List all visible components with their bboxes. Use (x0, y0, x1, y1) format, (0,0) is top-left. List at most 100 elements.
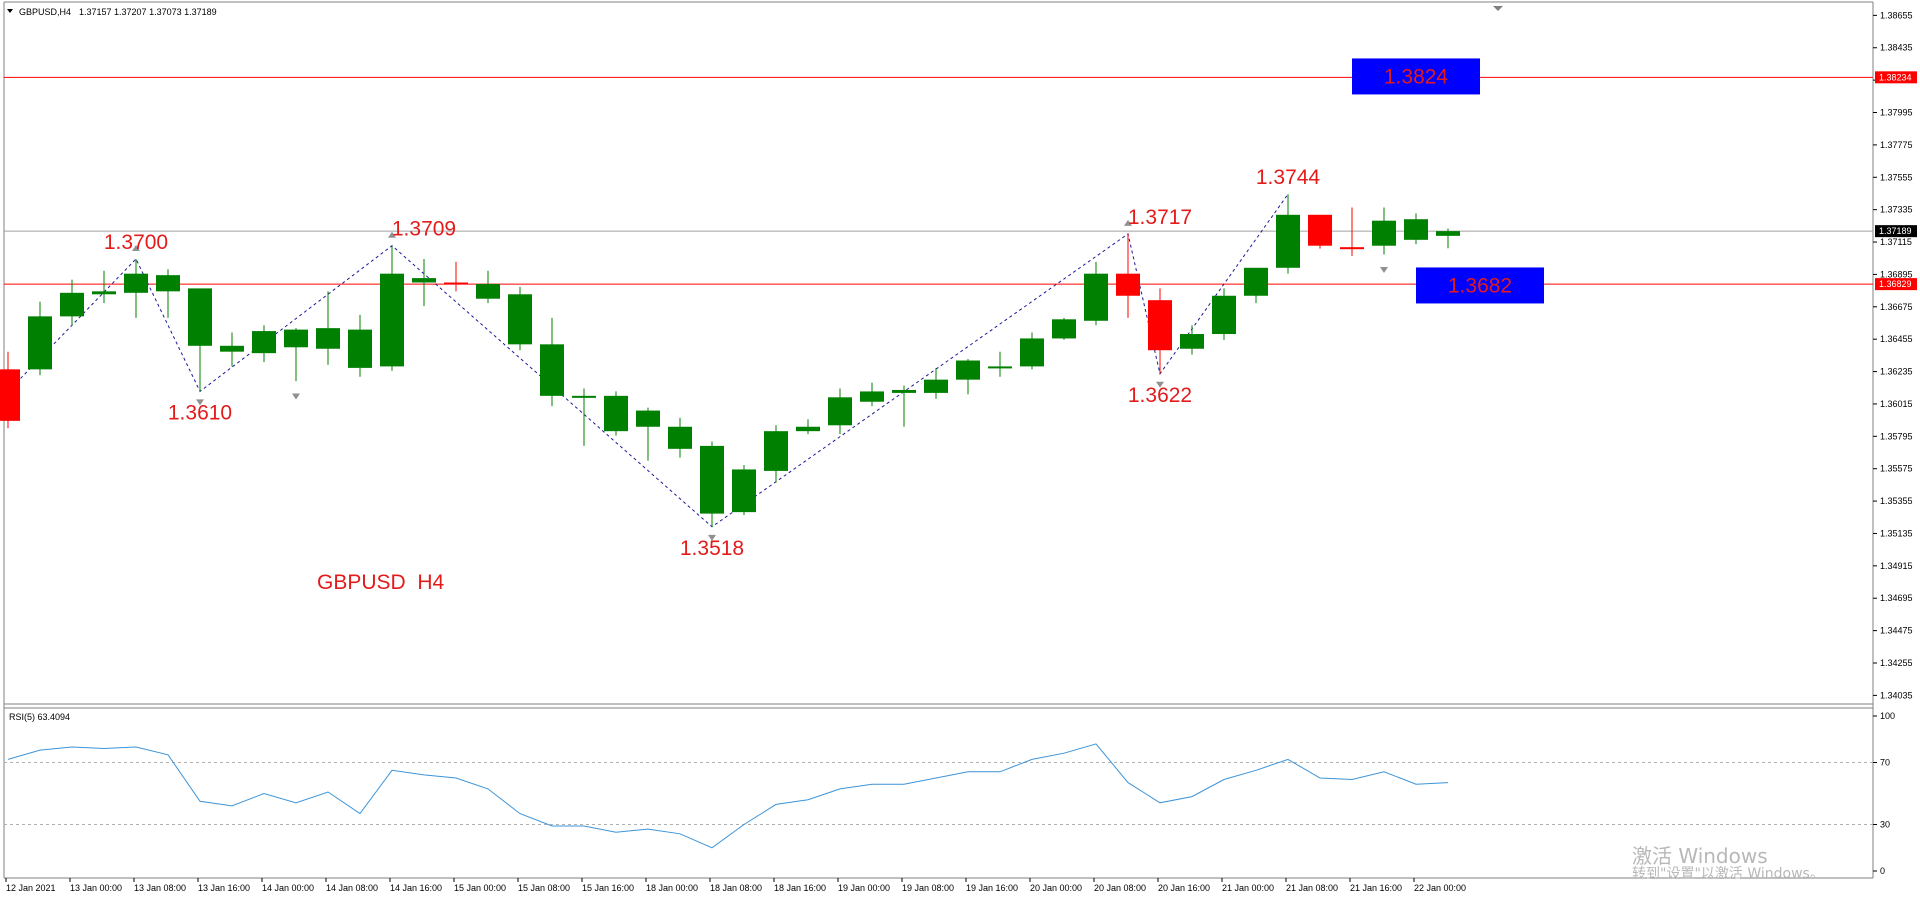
price-tick-label: 1.37115 (1880, 237, 1912, 247)
chart-watermark-label: GBPUSD H4 (317, 571, 445, 594)
candle-body (1084, 273, 1108, 321)
time-tick-label: 20 Jan 16:00 (1158, 883, 1210, 893)
price-tick-label: 1.34695 (1880, 593, 1913, 603)
arrow-down-icon (708, 534, 716, 541)
candle-body (156, 275, 180, 292)
candle-body (284, 329, 308, 348)
price-tick-label: 1.34035 (1880, 690, 1913, 700)
time-tick-label: 14 Jan 16:00 (390, 883, 442, 893)
price-axis-marker-label: 1.37189 (1879, 226, 1912, 236)
price-annotation: 1.3610 (168, 401, 232, 424)
arrow-down-icon (196, 399, 204, 406)
price-tick-label: 1.37995 (1880, 108, 1913, 118)
price-tick-label: 1.37775 (1880, 140, 1913, 150)
price-tick-label: 1.36895 (1880, 269, 1913, 279)
candle-body (1052, 319, 1076, 339)
candle-body (220, 345, 244, 352)
candle-body (732, 469, 756, 513)
rsi-tick-label: 0 (1880, 866, 1885, 876)
windows-activation-watermark: 激活 Windows 转到"设置"以激活 Windows。 (1632, 846, 1824, 882)
rsi-tick-label: 70 (1880, 758, 1890, 768)
time-tick-label: 20 Jan 08:00 (1094, 883, 1146, 893)
price-axis-marker (1875, 278, 1917, 291)
time-tick-label: 21 Jan 16:00 (1350, 883, 1402, 893)
price-axis-marker (1875, 71, 1917, 84)
time-tick-label: 19 Jan 00:00 (838, 883, 890, 893)
candle-body (252, 331, 276, 354)
candle-body (1212, 295, 1236, 335)
candle-body (412, 278, 436, 283)
watermark-line-1: 激活 Windows (1632, 844, 1768, 868)
candle-body (892, 389, 916, 393)
chart-frame (3, 1, 1874, 879)
candle-body (604, 395, 628, 432)
time-tick-label: 14 Jan 08:00 (326, 883, 378, 893)
price-tick-label: 1.36235 (1880, 367, 1913, 377)
candle-body (988, 366, 1012, 369)
candle-body (572, 395, 596, 398)
candle-body (508, 294, 532, 345)
arrow-up-icon (132, 244, 140, 251)
time-tick-label: 12 Jan 2021 (6, 883, 56, 893)
arrow-down-icon (1380, 266, 1388, 273)
time-tick-label: 20 Jan 00:00 (1030, 883, 1082, 893)
price-tick-label: 1.34915 (1880, 561, 1913, 571)
price-annotation: 1.3518 (680, 537, 744, 560)
candle-body (860, 391, 884, 402)
price-tick-label: 1.36015 (1880, 399, 1913, 409)
time-tick-label: 19 Jan 16:00 (966, 883, 1018, 893)
candle-body (0, 369, 20, 421)
candle-body (1276, 214, 1300, 268)
price-tick-label: 1.34255 (1880, 658, 1913, 668)
level-box (1352, 58, 1480, 95)
candle-body (924, 379, 948, 393)
time-tick-label: 18 Jan 16:00 (774, 883, 826, 893)
level-box (1416, 267, 1544, 304)
candle-body (956, 360, 980, 380)
candle-body (700, 445, 724, 514)
price-tick-label: 1.36675 (1880, 302, 1913, 312)
time-tick-label: 21 Jan 00:00 (1222, 883, 1274, 893)
arrow-down-icon (292, 393, 300, 400)
candle-body (188, 288, 212, 346)
candle-body (444, 282, 468, 285)
candle-body (828, 397, 852, 426)
level-box-label: 1.3824 (1384, 65, 1449, 88)
time-tick-label: 21 Jan 08:00 (1286, 883, 1338, 893)
time-tick-label: 18 Jan 00:00 (646, 883, 698, 893)
candle-body (124, 273, 148, 293)
candle-body (1116, 273, 1140, 296)
time-tick-label: 15 Jan 08:00 (518, 883, 570, 893)
price-annotation: 1.3744 (1256, 166, 1321, 189)
time-tick-label: 22 Jan 00:00 (1414, 883, 1466, 893)
candle-body (668, 426, 692, 449)
candle-body (1340, 247, 1364, 250)
level-box-label: 1.3682 (1448, 274, 1512, 297)
candle-body (60, 292, 84, 317)
zigzag-line (7, 193, 1289, 528)
rsi-label: RSI(5) 63.4094 (9, 712, 70, 722)
candle-body (316, 328, 340, 349)
shift-marker-icon[interactable] (1493, 6, 1503, 11)
price-tick-label: 1.35575 (1880, 464, 1913, 474)
candle-body (1244, 267, 1268, 296)
arrow-up-icon (1124, 219, 1132, 226)
header-menu-icon[interactable] (7, 9, 13, 13)
candle-body (1308, 214, 1332, 246)
price-axis-marker-label: 1.38234 (1879, 72, 1912, 82)
price-tick-label: 1.35795 (1880, 431, 1913, 441)
rsi-tick-label: 100 (1880, 711, 1895, 721)
price-axis-marker-label: 1.36829 (1879, 279, 1912, 289)
price-annotation: 1.3622 (1128, 384, 1192, 407)
chart-header: GBPUSD,H4 1.37157 1.37207 1.37073 1.3718… (7, 6, 1503, 17)
symbol-label: GBPUSD,H4 (19, 7, 71, 17)
candle-body (380, 273, 404, 367)
candle-body (1436, 231, 1460, 236)
price-axis-marker (1875, 225, 1917, 238)
time-tick-label: 14 Jan 00:00 (262, 883, 314, 893)
candle-body (1372, 220, 1396, 246)
time-tick-label: 13 Jan 00:00 (70, 883, 122, 893)
candle-body (1020, 338, 1044, 367)
